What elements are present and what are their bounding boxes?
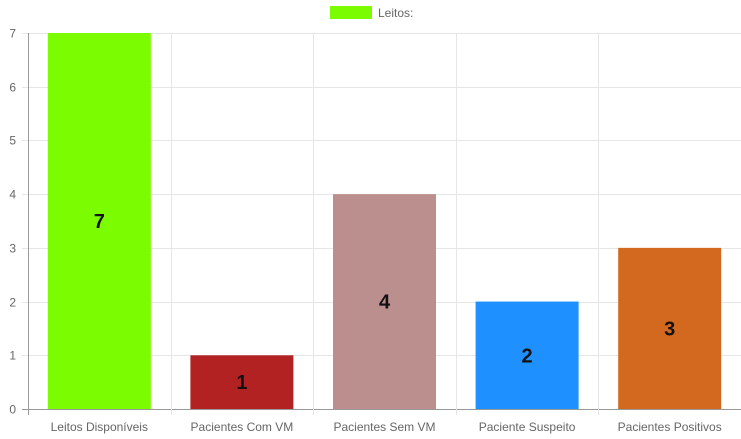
data-label: 2 [522,345,533,367]
x-tick-label: Paciente Suspeito [479,420,576,434]
y-tick-label: 0 [9,403,16,417]
bar[interactable] [333,194,436,409]
y-tick-label: 4 [9,188,16,202]
y-tick-label: 7 [9,27,16,41]
data-label: 7 [94,211,105,233]
bar[interactable] [618,247,722,409]
bar[interactable] [190,355,294,409]
bar[interactable] [47,33,151,409]
y-tick-label: 1 [9,349,16,363]
x-tick-label: Leitos Disponíveis [51,420,148,434]
y-tick-label: 5 [9,134,16,148]
legend-label[interactable]: Leitos: [378,6,413,20]
data-label: 3 [664,318,675,340]
x-tick-label: Pacientes Positivos [618,420,722,434]
data-label: 1 [236,372,247,394]
data-label: 4 [379,292,391,314]
bars [47,33,722,409]
legend-swatch[interactable] [330,6,372,19]
x-tick-label: Pacientes Com VM [191,420,294,434]
labels: 7 1 4 2 3 [94,211,676,394]
bar[interactable] [475,301,579,409]
axes: 0 1 2 3 4 5 6 7 Leitos Disponíveis Pacientes Com … [9,27,721,435]
legend[interactable]: Leitos: [330,6,413,20]
y-tick-label: 6 [9,81,16,95]
y-tick-label: 3 [9,242,16,256]
x-tick-label: Pacientes Sem VM [333,420,435,434]
y-tick-label: 2 [9,296,16,310]
